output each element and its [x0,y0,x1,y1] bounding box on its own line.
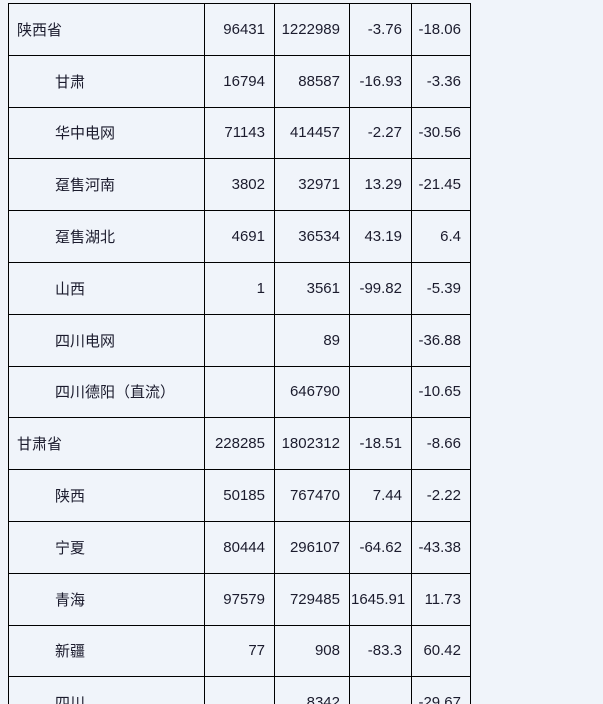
value-cell: -43.38 [411,520,471,574]
value-cell: 908 [274,624,350,678]
value-cell [204,313,275,367]
region-name-cell: 四川电网 [8,313,205,367]
value-cell: 77 [204,624,275,678]
value-cell: 1222989 [274,3,350,56]
table-row: 四川德阳（直流） 646790 -10.65 [8,365,471,419]
value-cell: -3.36 [411,54,471,108]
table-row: 陕西省 96431 1222989 -3.76 -18.06 [8,3,471,56]
value-cell: -64.62 [349,520,412,574]
value-cell: -8.66 [411,417,471,471]
value-cell: 296107 [274,520,350,574]
value-cell: 60.42 [411,624,471,678]
table-row: 山西 1 3561 -99.82 -5.39 [8,261,471,315]
value-cell: 4691 [204,210,275,263]
value-cell: 767470 [274,469,350,522]
table-row: 趸售河南 3802 32971 13.29 -21.45 [8,158,471,212]
value-cell: 89 [274,313,350,367]
value-cell: -18.51 [349,417,412,471]
value-cell: -21.45 [411,158,471,212]
regional-data-table: 陕西省 96431 1222989 -3.76 -18.06 甘肃 16794 88587 -1… [8,3,471,704]
value-cell: 228285 [204,417,275,471]
value-cell [204,676,275,704]
value-cell: 36534 [274,210,350,263]
table-row: 四川 8342 -29.67 [8,676,471,704]
table-row: 宁夏 80444 296107 -64.62 -43.38 [8,520,471,574]
value-cell [349,676,412,704]
table-row: 甘肃 16794 88587 -16.93 -3.36 [8,54,471,108]
value-cell: 43.19 [349,210,412,263]
region-name-cell: 青海 [8,572,205,626]
region-name-cell: 华中电网 [8,106,205,160]
table-row: 华中电网 71143 414457 -2.27 -30.56 [8,106,471,160]
value-cell: 1802312 [274,417,350,471]
table-row: 新疆 77 908 -83.3 60.42 [8,624,471,678]
region-name-cell: 新疆 [8,624,205,678]
value-cell: 71143 [204,106,275,160]
region-name-cell: 四川德阳（直流） [8,365,205,419]
region-name-cell: 趸售河南 [8,158,205,212]
value-cell: -30.56 [411,106,471,160]
region-name-cell: 宁夏 [8,520,205,574]
value-cell: -2.27 [349,106,412,160]
value-cell: -2.22 [411,469,471,522]
table-row: 甘肃省 228285 1802312 -18.51 -8.66 [8,417,471,471]
region-name-cell: 甘肃 [8,54,205,108]
value-cell: 88587 [274,54,350,108]
value-cell: -10.65 [411,365,471,419]
value-cell: -3.76 [349,3,412,56]
value-cell: 97579 [204,572,275,626]
table-row: 四川电网 89 -36.88 [8,313,471,367]
table-body: 陕西省 96431 1222989 -3.76 -18.06 甘肃 16794 88587 -1… [8,3,471,704]
value-cell: -16.93 [349,54,412,108]
value-cell: 80444 [204,520,275,574]
value-cell: -99.82 [349,261,412,315]
table-row: 趸售湖北 4691 36534 43.19 6.4 [8,210,471,263]
table-row: 青海 97579 729485 1645.91 11.73 [8,572,471,626]
value-cell: -36.88 [411,313,471,367]
value-cell: 11.73 [411,572,471,626]
value-cell: 13.29 [349,158,412,212]
region-name-cell: 趸售湖北 [8,210,205,263]
value-cell [349,365,412,419]
value-cell: 3802 [204,158,275,212]
region-name-cell: 甘肃省 [8,417,205,471]
region-name-cell: 山西 [8,261,205,315]
region-name-cell: 陕西 [8,469,205,522]
region-name-cell: 陕西省 [8,3,205,56]
value-cell: 3561 [274,261,350,315]
value-cell: -29.67 [411,676,471,704]
table-row: 陕西 50185 767470 7.44 -2.22 [8,469,471,522]
value-cell: -83.3 [349,624,412,678]
value-cell [204,365,275,419]
value-cell: 8342 [274,676,350,704]
value-cell: -5.39 [411,261,471,315]
region-name-cell: 四川 [8,676,205,704]
value-cell: 7.44 [349,469,412,522]
value-cell: 96431 [204,3,275,56]
value-cell: 1645.91 [349,572,412,626]
value-cell: 16794 [204,54,275,108]
value-cell: 6.4 [411,210,471,263]
value-cell: -18.06 [411,3,471,56]
value-cell: 729485 [274,572,350,626]
value-cell: 50185 [204,469,275,522]
value-cell: 32971 [274,158,350,212]
value-cell: 646790 [274,365,350,419]
value-cell: 1 [204,261,275,315]
value-cell: 414457 [274,106,350,160]
value-cell [349,313,412,367]
